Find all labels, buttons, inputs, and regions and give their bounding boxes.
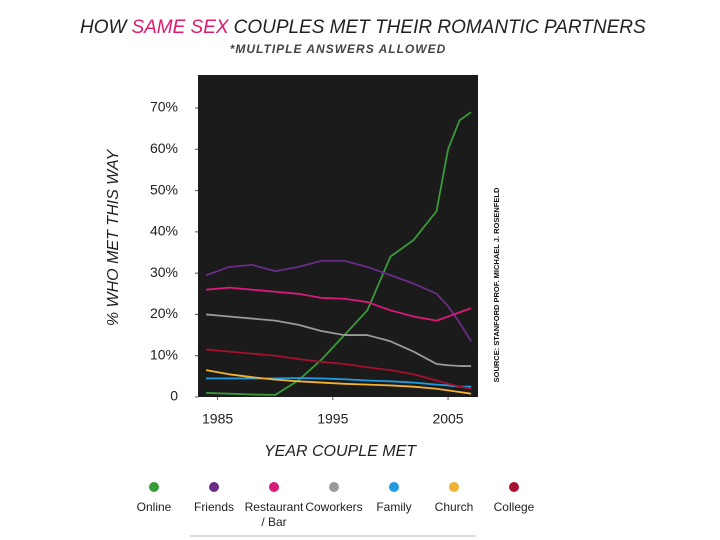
x-axis-label: YEAR COUPLE MET <box>264 443 417 460</box>
series-line <box>205 286 472 322</box>
legend-item: Restaurant / Bar <box>244 480 304 530</box>
y-tick-label: 20% <box>150 305 178 321</box>
legend-label: Family <box>376 500 412 514</box>
x-tick-label: 1985 <box>202 411 233 427</box>
y-tick-label: 70% <box>150 99 178 115</box>
series-line <box>205 348 472 390</box>
plot-background <box>198 75 478 397</box>
legend-dot <box>509 482 519 492</box>
chart-title: HOW SAME SEX COUPLES MET THEIR ROMANTIC PA… <box>80 17 646 38</box>
legend-item: Friends <box>184 480 244 530</box>
legend-label: Friends <box>193 500 234 514</box>
legend-item: Church <box>424 480 484 530</box>
legend-label: Church <box>434 500 474 514</box>
x-tick-label: 2005 <box>432 411 463 427</box>
legend-label: Restaurant / Bar <box>244 500 304 529</box>
legend-label: College <box>493 500 535 514</box>
title-part: HOW <box>80 17 129 38</box>
y-tick-label: 10% <box>150 346 178 362</box>
legend-dot <box>329 482 339 492</box>
legend-dot <box>449 482 459 492</box>
subtitle: *MULTIPLE ANSWERS ALLOWED <box>230 42 447 56</box>
legend-item: Coworkers <box>304 480 364 530</box>
title-part: COUPLES MET THEIR ROMANTIC PARTNERS <box>234 17 646 38</box>
title-highlight: SAME SEX <box>131 17 229 38</box>
y-tick-label: 50% <box>150 181 178 197</box>
legend-item: Online <box>124 480 184 530</box>
legend-label: Online <box>136 500 172 514</box>
legend-dot <box>209 482 219 492</box>
y-tick-label: 40% <box>150 223 178 239</box>
x-tick-label: 1995 <box>317 411 348 427</box>
legend-dot <box>389 482 399 492</box>
y-axis-label: % WHO MET THIS WAY <box>105 149 122 327</box>
legend: Online Friends Restaurant / Bar Coworkers Fa… <box>124 480 544 530</box>
legend-label: Coworkers <box>305 500 363 514</box>
y-tick-label: 0 <box>170 388 178 404</box>
series-line <box>205 369 472 395</box>
legend-item: Family <box>364 480 424 530</box>
series-line <box>205 259 472 342</box>
source-note: SOURCE: STANFORD PROF. MICHAEL J. ROSENF… <box>492 187 501 382</box>
series-line <box>206 111 472 396</box>
y-tick-label: 60% <box>150 140 178 156</box>
legend-dot <box>269 482 279 492</box>
series-line <box>205 313 472 367</box>
legend-item: College <box>484 480 544 530</box>
y-tick-label: 30% <box>150 264 178 280</box>
legend-dot <box>149 482 159 492</box>
